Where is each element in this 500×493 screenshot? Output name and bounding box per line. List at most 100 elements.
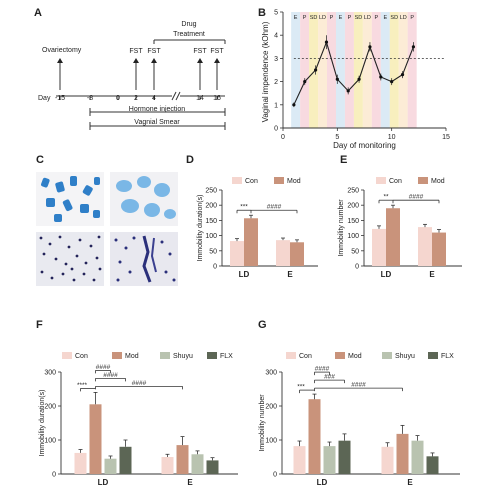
chart-f-y-axis-label: Immobility duration(s)	[39, 390, 46, 457]
fst-label: FST	[129, 48, 143, 55]
chart-g-legend-swatch	[382, 352, 392, 359]
impedance-point	[390, 80, 394, 84]
chart-g-sig-label: ####	[315, 366, 330, 373]
phase-label: SD	[390, 15, 398, 21]
phase-label: E	[339, 15, 343, 21]
chart-d-y-tick-label: 250	[205, 188, 217, 195]
micrograph-e-top	[110, 172, 178, 226]
chart-d-y-tick-label: 100	[205, 233, 217, 240]
chart-e-legend-label: Mod	[431, 178, 445, 185]
b-y-tick-label: 0	[274, 126, 278, 133]
chart-e-bar-mod	[386, 208, 400, 266]
chart-f-bar-con	[74, 452, 87, 474]
micrograph-e-bottom	[110, 232, 178, 286]
axis-break-1	[171, 91, 177, 101]
impedance-point	[368, 45, 372, 49]
chart-f-sig-label: ####	[96, 364, 111, 371]
timeline-tick-label: 4	[152, 95, 156, 102]
panel-letter-e: E	[340, 154, 347, 166]
phase-label: P	[303, 15, 307, 21]
phase-band-ld	[318, 12, 328, 128]
phase-band-ld	[362, 12, 372, 128]
panel-letter-c: C	[36, 154, 44, 166]
chart-f-bar-flx	[206, 460, 219, 474]
fst-arrow-day-14-head	[197, 58, 203, 63]
chart-g-legend-label: Shuyu	[395, 353, 415, 360]
timeline-tick-label: 16	[213, 95, 221, 102]
b-x-tick-label: 5	[335, 134, 339, 141]
chart-g-bar-mod	[396, 433, 409, 474]
chart-g-y-tick-label: 200	[265, 404, 277, 411]
chart-f-category-label: E	[187, 478, 193, 487]
micrograph-ld-top	[36, 172, 104, 226]
phase-label: P	[348, 15, 352, 21]
micrograph-ld-bottom	[36, 232, 104, 286]
timeline-day-label: Day	[38, 95, 51, 102]
impedance-point	[335, 77, 339, 81]
chart-e-bar-mod	[432, 232, 446, 266]
impedance-point	[292, 103, 296, 107]
chart-f-y-tick-label: 0	[52, 472, 56, 479]
chart-f-category-label: LD	[98, 478, 109, 487]
impedance-point	[314, 68, 318, 72]
impedance-point	[324, 40, 329, 44]
chart-g-category-label: E	[407, 478, 413, 487]
chart-g-bar-shuyu	[411, 440, 424, 474]
chart-g-legend-swatch	[286, 352, 296, 359]
chart-d-bar-mod	[244, 218, 258, 266]
fst-label: FST	[210, 48, 224, 55]
impedance-point	[303, 80, 307, 84]
chart-f-legend-swatch	[160, 352, 170, 359]
fst-arrow-day-16-head	[214, 58, 220, 63]
b-y-tick-label: 5	[274, 10, 278, 17]
timeline-tick-label: 14	[196, 95, 204, 102]
fst-label: FST	[193, 48, 207, 55]
b-y-tick-label: 2	[274, 79, 278, 86]
chart-f-legend-label: Mod	[125, 353, 139, 360]
phase-label: E	[383, 15, 387, 21]
chart-d-legend-label: Mod	[287, 178, 301, 185]
chart-e-legend-label: Con	[389, 178, 402, 185]
chart-e-legend-swatch	[376, 177, 386, 184]
phase-label: P	[330, 15, 334, 21]
phase-label: LD	[400, 15, 407, 21]
chart-d-bar-con	[230, 241, 244, 266]
chart-g-bar-shuyu	[323, 446, 336, 474]
chart-d-sig-label: ***	[240, 204, 248, 211]
chart-g-y-tick-label: 300	[265, 370, 277, 377]
chart-f-bar-mod	[176, 445, 189, 474]
chart-f-bar-mod	[89, 404, 102, 474]
chart-f-bar-con	[161, 457, 174, 474]
chart-g-legend-swatch	[428, 352, 438, 359]
chart-g-bar-mod	[308, 399, 321, 474]
chart-d-y-tick-label: 0	[213, 264, 217, 271]
chart-d-y-tick-label: 150	[205, 218, 217, 225]
impedance-point	[346, 89, 350, 93]
phase-band-p	[300, 12, 310, 128]
chart-g-bar-flx	[426, 456, 439, 474]
cells-leukocytes	[39, 235, 102, 282]
chart-f-legend-label: Con	[75, 353, 88, 360]
timeline-tick-label: 2	[134, 95, 138, 102]
chart-g-legend-label: Mod	[348, 353, 362, 360]
chart-e-bar-con	[372, 228, 386, 266]
chart-g-bar-con	[293, 446, 306, 474]
b-x-tick-label: 15	[442, 134, 450, 141]
phase-band-e	[335, 12, 345, 128]
phase-label: LD	[319, 15, 326, 21]
chart-f-legend-swatch	[112, 352, 122, 359]
impedance-point	[357, 77, 361, 81]
b-y-tick-label: 1	[274, 102, 278, 109]
chart-e-sig-label: ####	[409, 194, 424, 201]
chart-f-sig-label: ####	[132, 380, 147, 387]
chart-d-y-axis-label: Immobility duration(s)	[197, 195, 204, 262]
treatment-label: Treatment	[173, 31, 205, 38]
phase-band-e	[291, 12, 301, 128]
chart-f-sig-label: ****	[77, 382, 88, 389]
chart-f-legend-swatch	[207, 352, 217, 359]
chart-g-y-tick-label: 100	[265, 438, 277, 445]
phase-band-p	[371, 12, 381, 128]
impedance-point	[411, 45, 415, 49]
phase-label: P	[374, 15, 378, 21]
chart-f-y-tick-label: 300	[44, 370, 56, 377]
